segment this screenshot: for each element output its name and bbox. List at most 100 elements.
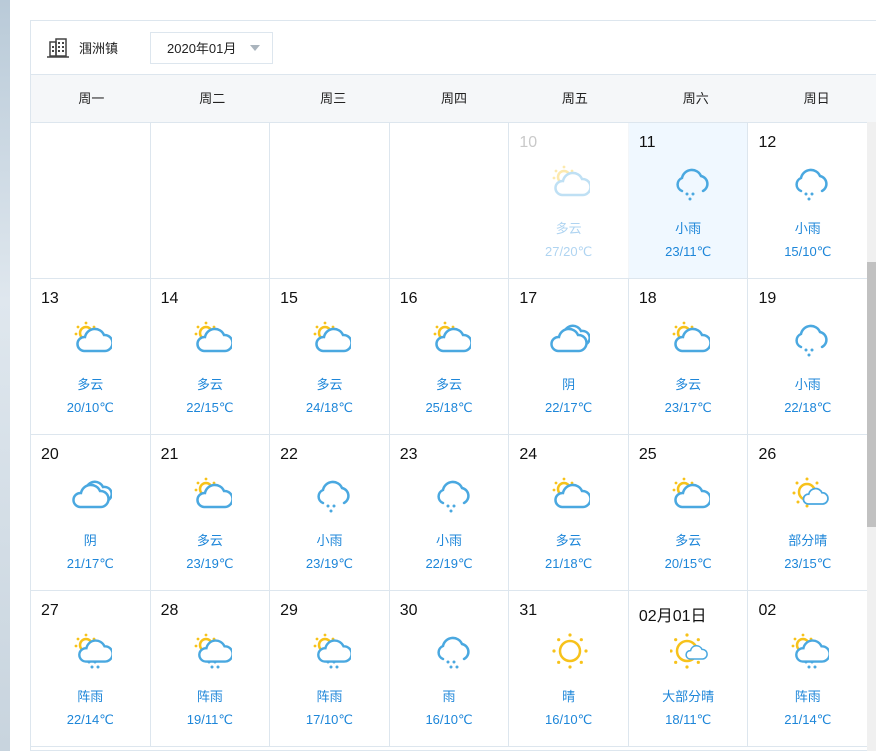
temperature-range: 22/17℃ xyxy=(545,400,593,415)
overcast-icon xyxy=(550,324,591,353)
weather-condition: 阵雨 xyxy=(316,689,343,704)
weather-condition: 小雨 xyxy=(675,221,702,236)
day-cell[interactable]: 14 多云 22/15℃ xyxy=(151,279,271,434)
day-cell[interactable]: 15 多云 24/18℃ xyxy=(270,279,390,434)
weather-condition: 多云 xyxy=(196,533,223,548)
day-number: 10 xyxy=(519,134,538,151)
sunny-icon xyxy=(552,633,588,669)
mostly-sunny-icon xyxy=(669,633,708,669)
empty-cell xyxy=(270,123,390,278)
weekday-fri: 周五 xyxy=(561,91,588,106)
weather-condition: 雨 xyxy=(442,689,456,704)
day-number: 27 xyxy=(41,602,59,619)
day-cell[interactable]: 16 多云 25/18℃ xyxy=(390,279,510,434)
weather-condition: 阵雨 xyxy=(794,689,821,704)
scrollbar-thumb[interactable] xyxy=(867,262,876,527)
day-number: 14 xyxy=(160,290,179,307)
day-number: 17 xyxy=(519,290,538,307)
light-rain-icon xyxy=(795,168,829,201)
day-cell[interactable]: 18 多云 23/17℃ xyxy=(629,279,749,434)
scrollbar[interactable] xyxy=(867,122,876,751)
weather-calendar: 涠洲镇 2020年01月 周一 周二 周三 周四 周五 周六 周日 10 多云 … xyxy=(30,20,876,751)
day-number: 15 xyxy=(280,290,298,307)
temperature-range: 18/11℃ xyxy=(665,712,712,727)
day-number: 21 xyxy=(160,446,179,463)
rain-icon xyxy=(437,636,470,669)
partly-cloudy-icon xyxy=(313,321,352,353)
calendar-week: 27 阵雨 22/14℃ 28 阵雨 19/11℃ 29 阵雨 17/10℃ 30 雨… xyxy=(31,591,869,747)
weather-condition: 晴 xyxy=(562,689,576,704)
weather-condition: 多云 xyxy=(316,377,343,392)
day-number: 30 xyxy=(399,602,418,619)
partly-sunny-icon xyxy=(792,477,830,508)
partly-cloudy-icon xyxy=(74,321,112,353)
chevron-down-icon xyxy=(250,44,261,51)
weather-condition: 多云 xyxy=(555,533,582,548)
weather-condition: 大部分晴 xyxy=(662,689,715,704)
temperature-range: 17/10℃ xyxy=(305,712,354,727)
empty-cell xyxy=(151,123,271,278)
overcast-icon xyxy=(72,480,112,509)
light-rain-icon xyxy=(676,168,709,201)
day-cell[interactable]: 12 小雨 15/10℃ xyxy=(748,123,869,278)
day-number: 23 xyxy=(399,446,418,463)
calendar-week: 10 多云 27/20℃ 11 小雨 23/11℃ 12 小雨 15/10℃ xyxy=(31,123,869,279)
temperature-range: 21/17℃ xyxy=(66,556,114,571)
day-number: 02 xyxy=(758,602,777,619)
partly-cloudy-icon xyxy=(433,321,471,353)
empty-cell xyxy=(390,123,510,278)
weather-condition: 阵雨 xyxy=(196,689,223,704)
weekday-thu: 周四 xyxy=(441,91,468,106)
day-cell[interactable]: 17 阴 22/17℃ xyxy=(509,279,629,434)
day-cell[interactable]: 11 小雨 23/11℃ xyxy=(628,123,749,278)
weather-condition: 多云 xyxy=(555,221,582,236)
day-cell[interactable]: 02 阵雨 21/14℃ xyxy=(748,591,869,746)
partly-cloudy-icon xyxy=(552,165,591,197)
calendar-grid: 10 多云 27/20℃ 11 小雨 23/11℃ 12 小雨 15/10℃ 13 多… xyxy=(31,123,869,747)
weather-condition: 部分晴 xyxy=(788,533,828,548)
partly-cloudy-icon xyxy=(194,477,232,509)
day-cell[interactable]: 20 阴 21/17℃ xyxy=(31,435,151,590)
temperature-range: 27/20℃ xyxy=(545,244,593,259)
day-cell[interactable]: 24 多云 21/18℃ xyxy=(509,435,629,590)
weekday-tue: 周二 xyxy=(199,91,226,106)
day-cell[interactable]: 30 雨 16/10℃ xyxy=(390,591,510,746)
month-select[interactable]: 2020年01月 xyxy=(150,31,274,64)
day-cell[interactable]: 02月01日 大部分晴 18/11℃ xyxy=(629,591,749,746)
partly-cloudy-icon xyxy=(672,477,710,509)
day-cell[interactable]: 22 小雨 23/19℃ xyxy=(270,435,390,590)
temperature-range: 23/19℃ xyxy=(186,556,234,571)
weather-condition: 多云 xyxy=(436,377,463,392)
day-number: 26 xyxy=(758,446,777,463)
partly-cloudy-icon xyxy=(552,477,591,509)
day-cell[interactable]: 27 阵雨 22/14℃ xyxy=(31,591,151,746)
day-cell[interactable]: 21 多云 23/19℃ xyxy=(151,435,271,590)
day-cell[interactable]: 31 晴 16/10℃ xyxy=(509,591,629,746)
day-cell[interactable]: 19 小雨 22/18℃ xyxy=(748,279,869,434)
day-cell[interactable]: 23 小雨 22/19℃ xyxy=(390,435,510,590)
day-number: 18 xyxy=(638,290,657,307)
day-cell[interactable]: 26 部分晴 23/15℃ xyxy=(748,435,869,590)
day-number: 22 xyxy=(280,446,298,463)
weather-condition: 阵雨 xyxy=(77,689,104,704)
location-name: 涠洲镇 xyxy=(79,41,119,56)
temperature-range: 23/19℃ xyxy=(305,556,354,571)
day-cell[interactable]: 10 多云 27/20℃ xyxy=(509,123,629,278)
day-cell[interactable]: 25 多云 20/15℃ xyxy=(629,435,749,590)
day-cell[interactable]: 13 多云 20/10℃ xyxy=(31,279,151,434)
day-number: 29 xyxy=(280,602,298,619)
day-number: 11 xyxy=(638,134,656,151)
temperature-range: 20/15℃ xyxy=(664,556,712,571)
weather-condition: 多云 xyxy=(675,377,702,392)
weekday-header: 周一 周二 周三 周四 周五 周六 周日 xyxy=(31,74,876,123)
day-number: 31 xyxy=(519,602,538,619)
building-icon xyxy=(47,37,69,58)
partly-cloudy-icon xyxy=(672,321,710,353)
shower-icon xyxy=(792,633,830,669)
day-number: 16 xyxy=(399,290,418,307)
day-number: 13 xyxy=(41,290,59,307)
day-cell[interactable]: 28 阵雨 19/11℃ xyxy=(151,591,271,746)
temperature-range: 16/10℃ xyxy=(425,712,473,727)
day-cell[interactable]: 29 阵雨 17/10℃ xyxy=(270,591,390,746)
temperature-range: 22/14℃ xyxy=(66,712,114,727)
